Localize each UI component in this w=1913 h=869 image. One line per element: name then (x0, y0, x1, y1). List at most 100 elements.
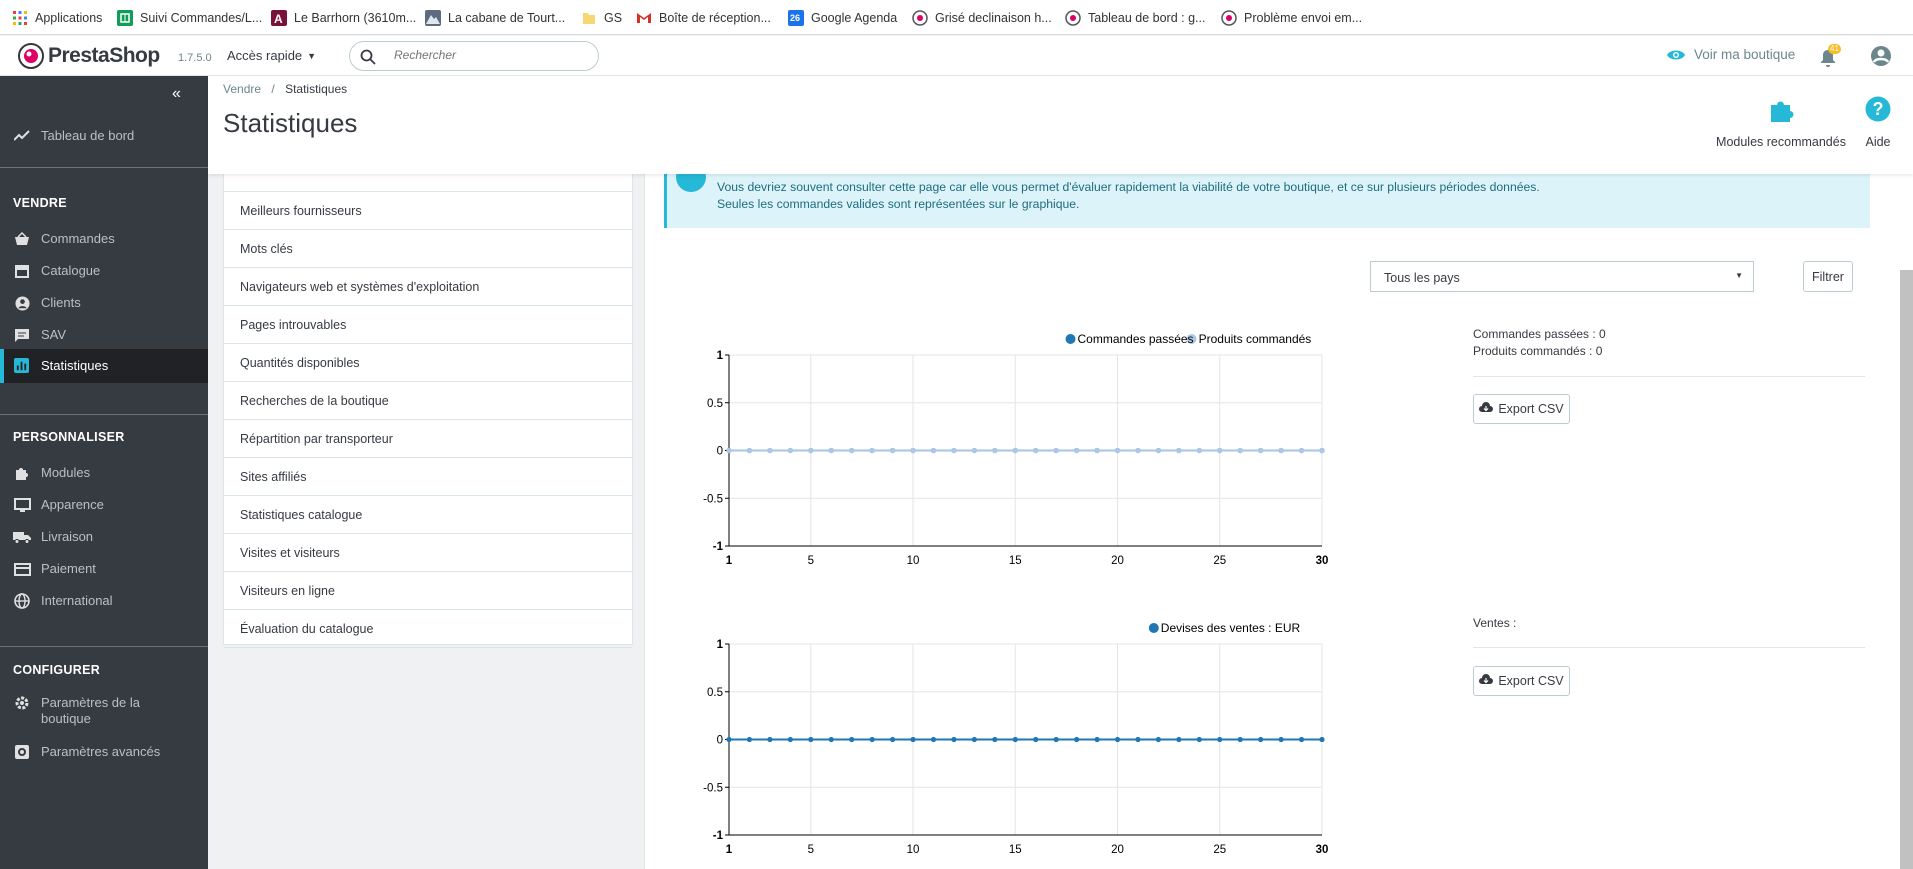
credit-card-icon (13, 561, 31, 577)
stats-menu-item[interactable]: Sites affiliés (224, 458, 632, 496)
sidebar-item-clients[interactable]: Clients (0, 293, 208, 313)
search-box[interactable] (349, 41, 599, 71)
sidebar-item-parametres-avances[interactable]: Paramètres avancés (0, 742, 208, 762)
puzzle-icon (1771, 101, 1794, 122)
data-point (1258, 447, 1264, 454)
sidebar-item-paiement[interactable]: Paiement (0, 559, 208, 579)
svg-text:A: A (274, 12, 283, 26)
sidebar-item-modules[interactable]: Modules (0, 463, 208, 483)
recommended-modules-button[interactable]: Modules recommandés (1711, 96, 1851, 156)
sidebar-item-apparence[interactable]: Apparence (0, 495, 208, 515)
x-tick-label: 10 (907, 555, 920, 565)
help-button[interactable]: ? Aide (1858, 96, 1898, 156)
apps-grid-icon (12, 10, 28, 26)
data-point (767, 736, 773, 743)
store-icon (13, 263, 31, 279)
bookmark-suivi-commandes[interactable]: Suivi Commandes/L... (117, 9, 262, 27)
data-point (1176, 447, 1182, 454)
bookmark-gmail[interactable]: Boîte de réception... (636, 9, 771, 27)
data-point (971, 736, 977, 743)
data-point (726, 447, 732, 454)
page-scrollbar[interactable] (1900, 270, 1913, 869)
prestashop-logo[interactable]: PrestaShop (18, 43, 160, 69)
stats-menu-item[interactable]: Visiteurs en ligne (224, 572, 632, 610)
data-point (1135, 736, 1141, 743)
stats-menu-item[interactable]: Statistiques catalogue (224, 496, 632, 534)
sidebar-item-livraison[interactable]: Livraison (0, 527, 208, 547)
calendar-icon: 26 (788, 10, 804, 26)
x-tick-label: 25 (1213, 555, 1226, 565)
caret-down-icon: ▼ (1735, 271, 1743, 280)
filter-button[interactable]: Filtrer (1803, 261, 1853, 292)
export-csv-button-1[interactable]: Export CSV (1473, 394, 1570, 424)
stats-menu-item[interactable]: Évaluation du catalogue (224, 610, 632, 648)
bookmark-probleme-envoi[interactable]: Problème envoi em... (1221, 9, 1362, 27)
bookmark-le-barrhorn[interactable]: A Le Barrhorn (3610m... (271, 9, 416, 27)
section-title-configurer: CONFIGURER (13, 663, 101, 677)
x-tick-label: 25 (1213, 844, 1226, 854)
sidebar-item-parametres-boutique[interactable]: Paramètres de la boutique (0, 695, 208, 729)
bookmark-la-cabane[interactable]: La cabane de Tourt... (425, 9, 565, 27)
bookmark-tableau-de-bord[interactable]: Tableau de bord : g... (1065, 9, 1205, 27)
y-tick-label: 0 (717, 446, 723, 458)
collapse-sidebar-icon[interactable]: « (172, 85, 181, 102)
legend-marker (1186, 334, 1197, 344)
stats-menu-item[interactable]: Navigateurs web et systèmes d'exploitati… (224, 268, 632, 306)
data-point (1237, 736, 1243, 743)
data-point (910, 447, 916, 454)
data-point (1074, 447, 1080, 454)
eye-icon (1667, 50, 1685, 59)
x-tick-label: 1 (726, 555, 733, 565)
sidebar-item-statistiques[interactable]: Statistiques (0, 349, 208, 383)
x-tick-label: 5 (808, 555, 814, 565)
data-point (1135, 447, 1141, 454)
data-point (930, 447, 937, 454)
y-tick-label: 1 (717, 350, 724, 362)
data-point (1074, 736, 1080, 743)
data-point (1196, 736, 1202, 743)
data-point (1094, 447, 1100, 454)
data-point (746, 736, 753, 743)
export-csv-button-2[interactable]: Export CSV (1473, 666, 1570, 696)
sidebar-item-sav[interactable]: SAV (0, 325, 208, 345)
country-select[interactable]: Tous les pays ▼ (1370, 261, 1754, 292)
x-tick-label: 20 (1111, 555, 1124, 565)
breadcrumb-link-vendre[interactable]: Vendre (223, 82, 262, 96)
gear-icon (13, 695, 31, 711)
data-point (828, 736, 834, 743)
stats-menu-item[interactable]: Répartition par transporteur (224, 420, 632, 458)
data-point (1155, 447, 1162, 454)
notifications-button[interactable]: 41 (1819, 44, 1841, 68)
data-point (1258, 736, 1264, 743)
stats-menu-item[interactable]: Meilleurs fournisseurs (224, 192, 632, 230)
data-point (808, 736, 814, 743)
sidebar-item-commandes[interactable]: Commandes (0, 229, 208, 249)
quick-access-dropdown[interactable]: Accès rapide ▼ (227, 48, 317, 63)
stats-menu-item[interactable]: Quantités disponibles (224, 344, 632, 382)
stats-menu-item[interactable]: Pages introuvables (224, 306, 632, 344)
legend-marker (1148, 623, 1159, 633)
sidebar-item-dashboard[interactable]: Tableau de bord (0, 126, 208, 146)
bookmark-google-agenda[interactable]: 26 Google Agenda (788, 10, 898, 26)
bookmark-gs[interactable]: GS (581, 9, 622, 27)
stats-menu-item[interactable]: Mots clés (224, 230, 632, 268)
data-point (828, 447, 834, 454)
x-tick-label: 15 (1009, 844, 1022, 854)
x-tick-label: 30 (1316, 844, 1329, 854)
x-tick-label: 10 (907, 844, 920, 854)
stats-menu-item[interactable]: Recherches de la boutique (224, 382, 632, 420)
data-point (1033, 447, 1039, 454)
view-shop-link[interactable]: Voir ma boutique (1666, 47, 1795, 62)
sidebar-item-catalogue[interactable]: Catalogue (0, 261, 208, 281)
search-input[interactable] (394, 48, 584, 62)
x-tick-label: 15 (1009, 555, 1022, 565)
user-account-icon[interactable] (1870, 45, 1892, 67)
bookmark-applications[interactable]: Applications (12, 9, 102, 27)
globe-icon (13, 593, 31, 609)
data-point (1278, 447, 1284, 454)
bookmark-grise-declinaison[interactable]: Grisé declinaison h... (912, 9, 1052, 27)
sidebar-item-international[interactable]: International (0, 591, 208, 611)
version-label: 1.7.5.0 (178, 52, 212, 64)
stats-menu-item[interactable]: Visites et visiteurs (224, 534, 632, 572)
gmail-icon (636, 10, 652, 26)
